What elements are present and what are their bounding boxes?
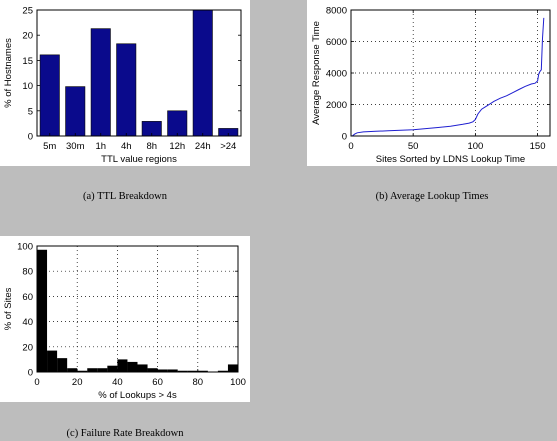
histogram-bar — [137, 364, 148, 372]
histogram-bar — [167, 369, 178, 372]
y-axis-label: % of Hostnames — [3, 38, 14, 108]
histogram-bar — [217, 370, 228, 372]
x-tick-label: 5m — [43, 141, 56, 152]
x-tick-label: 12h — [169, 141, 185, 152]
y-tick-label: 10 — [22, 81, 33, 92]
x-tick-label: 50 — [408, 141, 419, 152]
y-tick-label: 15 — [22, 56, 33, 67]
lookup-times-chart: 0 2000 4000 6000 8000 0 50 100 150 Sites Sorted b… — [311, 6, 551, 165]
chart-panel-a: 0 5 10 15 20 25 5m 30m 1h 4h 8h 12h 24h >24 TTL value … — [0, 0, 250, 166]
x-tick-label: 4h — [121, 141, 132, 152]
y-tick-label: 80 — [22, 267, 33, 278]
y-tick-label: 100 — [17, 242, 33, 253]
x-axis-label: TTL value regions — [101, 154, 177, 165]
histogram-bar — [107, 365, 118, 372]
x-axis-label: % of Lookups > 4s — [98, 390, 177, 401]
y-tick-label: 60 — [22, 292, 33, 303]
histogram-bar — [77, 370, 88, 372]
x-tick-label: 24h — [195, 141, 211, 152]
x-tick-label: 8h — [146, 141, 157, 152]
plot-frame-top — [36, 245, 239, 373]
x-tick-label: 1h — [95, 141, 106, 152]
chart-panel-c: 0 20 40 60 80 100 0 20 40 60 80 100 % of Lookups > 4… — [0, 236, 250, 402]
bar-5m — [39, 54, 60, 137]
histogram-bar — [117, 359, 128, 372]
y-tick-label: 25 — [22, 6, 33, 17]
y-tick-label: 0 — [342, 132, 347, 143]
histogram-bar — [157, 369, 168, 372]
caption-b: (b) Average Lookup Times — [375, 191, 489, 202]
bar-30m — [65, 86, 86, 137]
failure-rate-chart: 0 20 40 60 80 100 0 20 40 60 80 100 % of Lookups > 4… — [3, 242, 246, 402]
x-tick-label: 0 — [348, 141, 353, 152]
bar-1h — [90, 28, 111, 137]
y-tick-label: 20 — [22, 342, 33, 353]
x-tick-label: 80 — [193, 377, 204, 388]
x-tick-label: 30m — [66, 141, 85, 152]
series-line — [351, 17, 545, 137]
y-axis-label: Average Response Time — [311, 21, 322, 125]
plot-frame-top — [36, 9, 242, 137]
histogram-bar — [47, 350, 58, 372]
x-tick-label: 100 — [467, 141, 483, 152]
y-tick-label: 8000 — [326, 6, 347, 17]
x-tick-label: 150 — [530, 141, 546, 152]
bar-12h — [167, 110, 188, 137]
caption-c: (c) Failure Rate Breakdown — [66, 428, 184, 439]
x-tick-label: 60 — [152, 377, 163, 388]
y-tick-label: 0 — [28, 368, 33, 379]
histogram-bar — [37, 249, 48, 372]
x-tick-label: 100 — [230, 377, 246, 388]
y-tick-label: 40 — [22, 317, 33, 328]
histogram-bar — [57, 358, 68, 372]
x-tick-label: 40 — [112, 377, 123, 388]
x-axis-label: Sites Sorted by LDNS Lookup Time — [376, 154, 525, 165]
histogram-bar — [227, 364, 238, 372]
y-tick-label: 2000 — [326, 100, 347, 111]
x-tick-label: >24 — [220, 141, 236, 152]
y-tick-label: 0 — [28, 132, 33, 143]
plot-frame — [36, 245, 239, 373]
y-tick-label: 5 — [28, 106, 33, 117]
bar-24h — [192, 9, 213, 137]
y-tick-label: 6000 — [326, 37, 347, 48]
caption-a: (a) TTL Breakdown — [83, 191, 167, 202]
x-tick-label: 20 — [72, 377, 83, 388]
histogram-bar — [67, 368, 78, 372]
y-tick-label: 4000 — [326, 69, 347, 80]
histogram-bar — [87, 368, 98, 372]
histogram-bar — [187, 370, 198, 372]
ttl-breakdown-chart: 0 5 10 15 20 25 5m 30m 1h 4h 8h 12h 24h >24 TTL value … — [3, 6, 242, 165]
y-tick-label: 20 — [22, 31, 33, 42]
histogram-bar — [97, 368, 108, 372]
chart-panel-b: 0 2000 4000 6000 8000 0 50 100 150 Sites Sorted b… — [307, 0, 557, 166]
histogram-bar — [177, 370, 188, 372]
histogram-bar — [127, 361, 138, 372]
histogram-bar — [147, 368, 158, 372]
bar-4h — [116, 43, 137, 137]
x-tick-label: 0 — [34, 377, 39, 388]
plot-frame — [350, 9, 551, 137]
y-axis-label: % of Sites — [3, 287, 14, 330]
histogram-bar — [197, 370, 208, 372]
